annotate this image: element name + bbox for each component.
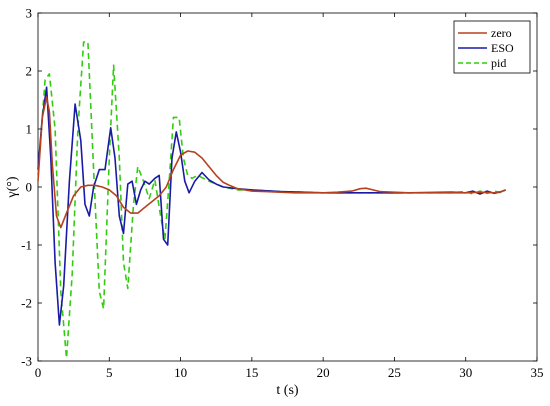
legend-label-pid: pid [491,56,506,70]
x-tick-label: 0 [35,365,42,380]
x-tick-label: 10 [174,365,187,380]
x-tick-label: 35 [531,365,544,380]
ticks-layer: 0 5 10 15 20 25 30 35 -3 -2 -1 0 1 2 3 [21,6,543,381]
x-tick-label: 20 [317,365,330,380]
x-tick-label: 15 [245,365,258,380]
y-axis-label: γ(°) [5,176,20,198]
y-tick-label: 2 [26,64,33,79]
y-tick-label: -1 [21,238,32,253]
legend-box [453,20,531,74]
y-tick-label: 0 [26,180,33,195]
y-tick-label: -3 [21,354,32,369]
x-axis-label: t (s) [276,383,299,398]
legend-label-eso: ESO [491,41,514,55]
legend: zero ESO pid [453,20,531,74]
y-tick-label: 1 [26,122,33,137]
x-tick-label: 30 [459,365,472,380]
series-line-zero [37,96,506,229]
x-tick-label: 25 [388,365,401,380]
series-layer [37,41,507,359]
y-tick-label: -2 [21,296,32,311]
series-line-eso [37,86,506,326]
y-tick-label: 3 [26,6,33,21]
legend-label-zero: zero [491,26,512,40]
x-tick-label: 5 [106,365,113,380]
